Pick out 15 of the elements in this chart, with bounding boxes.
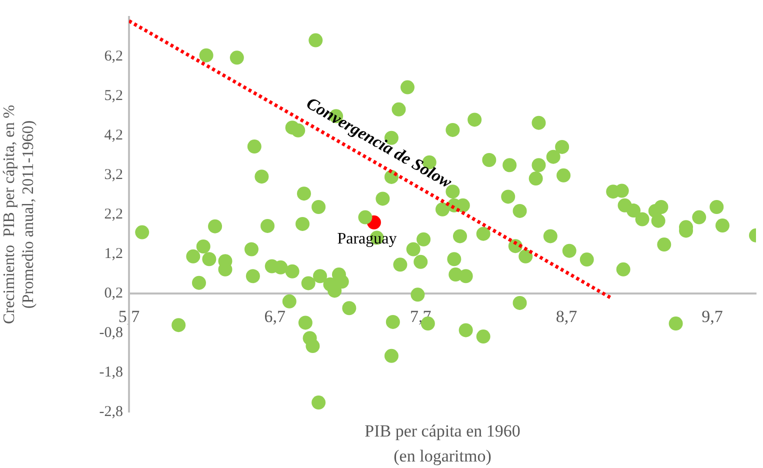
- y-tick-label: -1,8: [99, 364, 123, 380]
- y-tick-label: 4,2: [104, 127, 123, 144]
- y-tick-label: 2,2: [104, 206, 123, 222]
- x-axis-title: PIB per cápita en 1960 (en logaritmo): [364, 421, 520, 466]
- y-tick-label: -2,8: [99, 404, 123, 420]
- y-axis-title: Crecimiento PIB per cápita, en % (Promedio anual, 2011-1960): [0, 104, 38, 324]
- x-tick-label: 8,7: [556, 307, 578, 326]
- y-tick-label: 0,2: [104, 285, 123, 302]
- x-tick-label: 9,7: [702, 307, 724, 326]
- x-tick-label: 6,7: [264, 307, 286, 326]
- y-tick-label: -0,8: [99, 324, 123, 341]
- y-tick-label: 3,2: [104, 166, 123, 183]
- y-tick-label: 5,2: [104, 88, 123, 104]
- y-tick-label: 6,2: [104, 48, 123, 64]
- y-tick-label: 1,2: [104, 246, 123, 262]
